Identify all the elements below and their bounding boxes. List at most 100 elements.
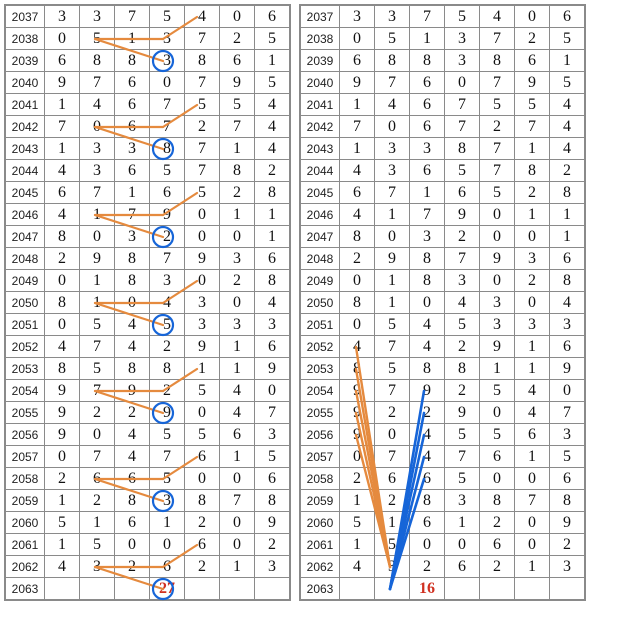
table-cell: 0 bbox=[340, 314, 375, 336]
table-cell: 2 bbox=[550, 160, 585, 182]
table-cell: 8 bbox=[515, 160, 550, 182]
table-cell: 6 bbox=[115, 468, 150, 490]
table-cell: 3 bbox=[375, 160, 410, 182]
row-id: 2037 bbox=[301, 6, 340, 28]
table-cell: 3 bbox=[375, 6, 410, 28]
table-cell: 7 bbox=[80, 446, 115, 468]
table-cell: 16 bbox=[410, 578, 445, 600]
table-cell: 7 bbox=[375, 380, 410, 402]
table-cell: 5 bbox=[80, 314, 115, 336]
table-cell: 0 bbox=[220, 534, 255, 556]
table-cell: 4 bbox=[515, 380, 550, 402]
table-cell: 5 bbox=[185, 94, 220, 116]
table-row: 20482987936 bbox=[6, 248, 290, 270]
table-cell: 1 bbox=[115, 182, 150, 204]
table-cell: 6 bbox=[115, 72, 150, 94]
table-cell: 8 bbox=[185, 50, 220, 72]
table-cell: 1 bbox=[340, 94, 375, 116]
table-cell: 2 bbox=[255, 534, 290, 556]
table-cell bbox=[375, 578, 410, 600]
table-cell: 2 bbox=[185, 556, 220, 578]
table-cell: 7 bbox=[80, 380, 115, 402]
table-cell: 4 bbox=[550, 138, 585, 160]
table-row: 20409760795 bbox=[301, 72, 585, 94]
table-cell: 5 bbox=[80, 534, 115, 556]
row-id: 2063 bbox=[301, 578, 340, 600]
table-cell: 5 bbox=[375, 534, 410, 556]
table-cell: 7 bbox=[80, 72, 115, 94]
table-cell: 7 bbox=[445, 248, 480, 270]
table-cell: 0 bbox=[150, 72, 185, 94]
table-cell: 9 bbox=[80, 248, 115, 270]
table-cell: 0 bbox=[375, 424, 410, 446]
table-row: 20431338714 bbox=[301, 138, 585, 160]
table-row: 20373375406 bbox=[301, 6, 585, 28]
table-cell: 4 bbox=[255, 292, 290, 314]
table-cell: 2 bbox=[550, 534, 585, 556]
table-cell: 0 bbox=[115, 534, 150, 556]
table-cell: 0 bbox=[255, 380, 290, 402]
table-cell: 9 bbox=[445, 204, 480, 226]
table-row: 20456716528 bbox=[6, 182, 290, 204]
table-cell: 2 bbox=[115, 402, 150, 424]
table-cell: 3 bbox=[515, 314, 550, 336]
table-cell: 0 bbox=[515, 292, 550, 314]
table-cell: 8 bbox=[255, 270, 290, 292]
table-cell: 1 bbox=[340, 534, 375, 556]
table-cell: 6 bbox=[45, 50, 80, 72]
table-row: 20510545333 bbox=[301, 314, 585, 336]
table-cell: 1 bbox=[550, 204, 585, 226]
table-row: 20605161209 bbox=[301, 512, 585, 534]
lottery-table: 2037337540620380513725203968838612040976… bbox=[5, 5, 290, 600]
table-cell: 7 bbox=[150, 116, 185, 138]
table-cell: 0 bbox=[45, 446, 80, 468]
table-cell: 1 bbox=[410, 28, 445, 50]
row-id: 2037 bbox=[6, 6, 45, 28]
table-cell: 2 bbox=[480, 512, 515, 534]
row-id: 2054 bbox=[301, 380, 340, 402]
table-cell: 8 bbox=[115, 248, 150, 270]
table-cell: 5 bbox=[445, 6, 480, 28]
table-cell: 8 bbox=[45, 226, 80, 248]
row-id: 2061 bbox=[6, 534, 45, 556]
table-cell: 0 bbox=[45, 314, 80, 336]
row-id: 2061 bbox=[301, 534, 340, 556]
table-cell: 3 bbox=[375, 556, 410, 578]
table-row: 20605161209 bbox=[6, 512, 290, 534]
table-cell: 4 bbox=[45, 160, 80, 182]
table-cell: 8 bbox=[410, 358, 445, 380]
table-cell: 1 bbox=[515, 446, 550, 468]
table-row: 20570747615 bbox=[6, 446, 290, 468]
table-row: 20591283878 bbox=[6, 490, 290, 512]
row-id: 2060 bbox=[301, 512, 340, 534]
row-id: 2051 bbox=[6, 314, 45, 336]
row-id: 2041 bbox=[6, 94, 45, 116]
table-cell: 3 bbox=[220, 314, 255, 336]
table-cell: 2 bbox=[220, 270, 255, 292]
table-cell: 9 bbox=[255, 358, 290, 380]
table-cell: 7 bbox=[185, 28, 220, 50]
table-cell: 5 bbox=[480, 424, 515, 446]
table-cell: 0 bbox=[185, 468, 220, 490]
table-cell: 3 bbox=[445, 270, 480, 292]
table-cell: 6 bbox=[115, 94, 150, 116]
table-cell: 6 bbox=[410, 94, 445, 116]
table-cell: 6 bbox=[45, 182, 80, 204]
table-cell: 8 bbox=[255, 182, 290, 204]
table-cell: 0 bbox=[45, 270, 80, 292]
table-cell: 1 bbox=[515, 336, 550, 358]
table-cell: 7 bbox=[255, 402, 290, 424]
table-cell: 1 bbox=[220, 204, 255, 226]
table-cell: 8 bbox=[115, 270, 150, 292]
table-cell: 5 bbox=[550, 446, 585, 468]
table-cell: 1 bbox=[220, 336, 255, 358]
table-cell: 1 bbox=[255, 204, 290, 226]
table-cell: 9 bbox=[45, 72, 80, 94]
table-cell: 9 bbox=[340, 402, 375, 424]
table-cell: 5 bbox=[445, 314, 480, 336]
table-cell: 8 bbox=[480, 50, 515, 72]
row-id: 2056 bbox=[6, 424, 45, 446]
table-cell: 3 bbox=[45, 6, 80, 28]
table-cell: 8 bbox=[550, 490, 585, 512]
table-row: 20411467554 bbox=[301, 94, 585, 116]
